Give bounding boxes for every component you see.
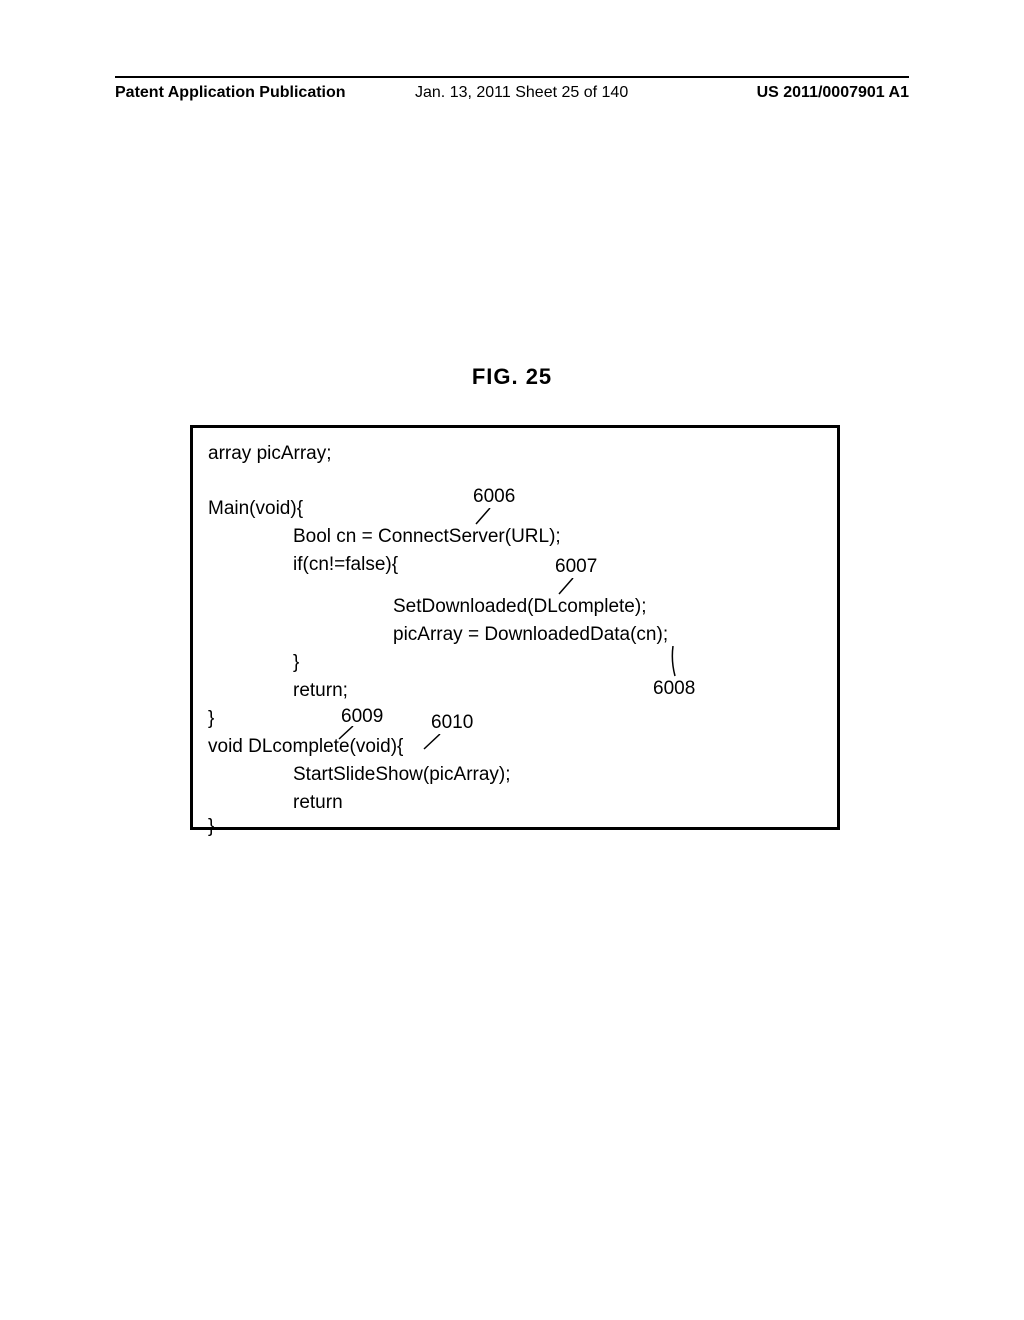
header-sheet-info: Jan. 13, 2011 Sheet 25 of 140	[415, 84, 628, 102]
ref-num-6007: 6007	[555, 556, 597, 578]
code-line-12: return	[293, 792, 343, 814]
ref-arrow-6007	[551, 578, 581, 598]
ref-arrow-6009	[335, 726, 359, 742]
ref-num-6008: 6008	[653, 678, 695, 700]
code-line-11: StartSlideShow(picArray);	[293, 764, 511, 786]
ref-arrow-6008	[668, 646, 688, 678]
ref-arrow-6010	[418, 734, 446, 752]
code-line-1: array picArray;	[208, 443, 332, 465]
code-line-7: }	[293, 652, 299, 674]
code-line-3: Bool cn = ConnectServer(URL);	[293, 526, 561, 548]
ref-num-6010: 6010	[431, 712, 473, 734]
code-line-8: return;	[293, 680, 348, 702]
code-line-10: void DLcomplete(void){	[208, 736, 403, 758]
figure-title: FIG. 25	[0, 364, 1024, 390]
code-line-9: }	[208, 708, 214, 730]
code-line-6: picArray = DownloadedData(cn);	[393, 624, 668, 646]
code-content: array picArray; Main(void){ Bool cn = Co…	[193, 428, 837, 827]
ref-arrow-6006	[468, 508, 498, 528]
ref-num-6006: 6006	[473, 486, 515, 508]
header-separator-line	[115, 76, 909, 78]
ref-num-6009: 6009	[341, 706, 383, 728]
code-line-2: Main(void){	[208, 498, 303, 520]
code-line-4: if(cn!=false){	[293, 554, 398, 576]
code-listing-box: array picArray; Main(void){ Bool cn = Co…	[190, 425, 840, 830]
code-line-5: SetDownloaded(DLcomplete);	[393, 596, 646, 618]
header-patent-number: US 2011/0007901 A1	[757, 84, 909, 102]
code-line-13: }	[208, 816, 214, 838]
header-publication-label: Patent Application Publication	[115, 84, 346, 102]
